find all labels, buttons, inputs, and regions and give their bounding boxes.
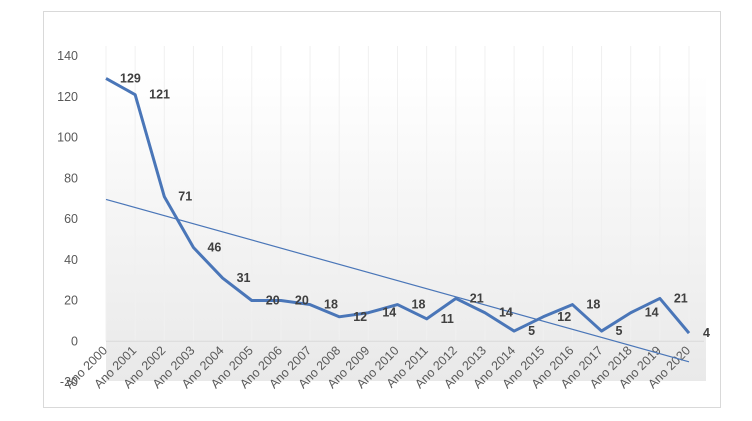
y-tick-label: 20: [64, 294, 78, 308]
y-tick-label: 60: [64, 212, 78, 226]
trendline: [105, 198, 690, 363]
data-label: 18: [586, 298, 600, 312]
data-label: 21: [674, 291, 688, 305]
data-label: 71: [178, 190, 192, 204]
data-label: 121: [149, 88, 170, 102]
y-tick-label: 120: [57, 90, 78, 104]
y-tick-label: 100: [57, 131, 78, 145]
data-label: 11: [441, 312, 454, 326]
data-label: 4: [703, 326, 710, 340]
data-label: 14: [382, 306, 396, 320]
data-label: 20: [295, 294, 309, 308]
data-label: 5: [616, 324, 623, 338]
data-label: 18: [324, 298, 338, 312]
data-label: 31: [237, 271, 251, 285]
y-tick-label: 140: [57, 49, 78, 63]
data-label: 5: [528, 324, 535, 338]
chart-area: 140 120 100 80 60 40 20 0 -20 Ano 2000 Ano 2001 An…: [43, 11, 721, 408]
y-tick-label: 0: [71, 334, 78, 348]
data-label: 129: [120, 71, 141, 85]
data-label: 14: [499, 306, 513, 320]
data-label: 12: [353, 310, 367, 324]
data-label: 21: [470, 291, 484, 305]
y-tick-label: -20: [60, 375, 78, 389]
y-tick-label: 80: [64, 171, 78, 185]
data-label: 18: [412, 298, 426, 312]
data-label: 20: [266, 294, 280, 308]
data-label: 12: [557, 310, 571, 324]
series-line: [105, 77, 691, 335]
data-label: 14: [645, 306, 659, 320]
y-tick-label: 40: [64, 253, 78, 267]
data-label: 46: [207, 241, 221, 255]
